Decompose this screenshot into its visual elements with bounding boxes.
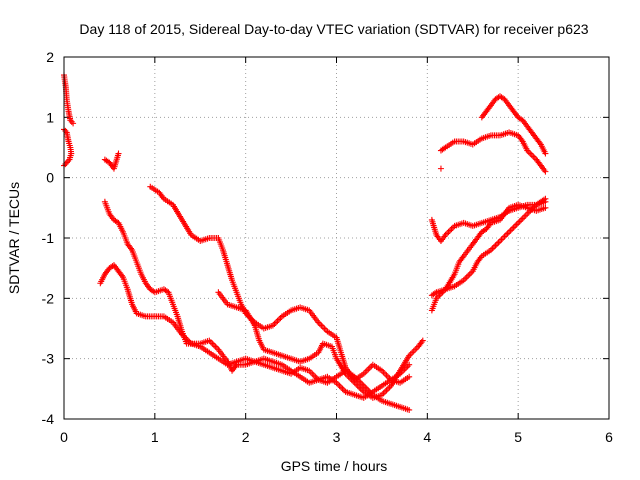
x-tick-label: 5 [514, 429, 522, 445]
y-tick-label: -1 [42, 230, 55, 246]
y-tick-label: 0 [46, 170, 54, 186]
x-tick-label: 2 [242, 429, 250, 445]
x-tick-label: 4 [423, 429, 431, 445]
x-tick-label: 3 [333, 429, 341, 445]
y-tick-label: -2 [42, 290, 55, 306]
data-point [115, 150, 122, 157]
data-point [406, 361, 413, 368]
data-marks [61, 72, 549, 413]
x-tick-label: 0 [60, 429, 68, 445]
data-point [406, 373, 413, 380]
chart-title: Day 118 of 2015, Sidereal Day-to-day VTE… [79, 21, 588, 37]
data-point [542, 204, 549, 211]
data-point [542, 198, 549, 205]
data-point [419, 337, 426, 344]
data-point [406, 406, 413, 413]
data-point [437, 165, 444, 172]
plot-frame [63, 56, 610, 420]
y-axis-label: SDTVAR / TECUs [6, 182, 22, 294]
y-tick-label: 1 [46, 109, 54, 125]
x-axis-label: GPS time / hours [281, 458, 388, 474]
y-tick-label: 2 [46, 49, 54, 65]
data-point [70, 120, 77, 127]
y-tick-label: -4 [42, 411, 55, 427]
y-tick-label: -3 [42, 351, 55, 367]
x-tick-label: 6 [605, 429, 613, 445]
data-point [542, 150, 549, 157]
data-point [542, 168, 549, 175]
x-tick-label: 1 [151, 429, 159, 445]
